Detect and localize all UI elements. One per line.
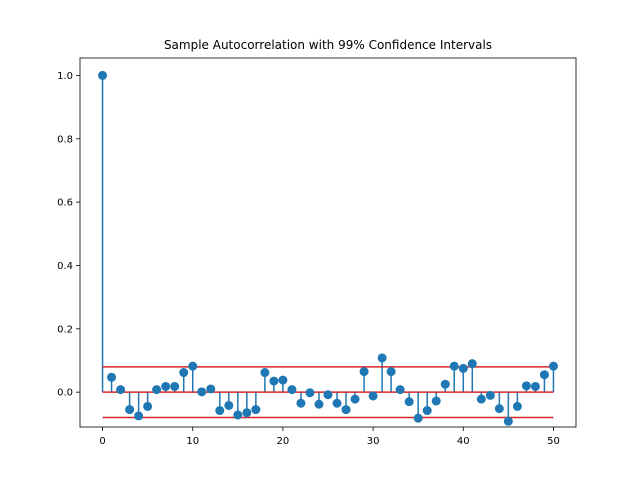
data-point [467, 359, 477, 369]
data-point [233, 410, 243, 420]
axes-frame [79, 57, 577, 428]
plot-area: 0 10 20 30 40 50 0.0 0.2 0.4 0.6 0.8 1.0 [57, 57, 577, 447]
data-point [539, 370, 549, 380]
x-tick-label: 10 [186, 436, 199, 447]
data-point [377, 353, 387, 363]
y-tick-label: 0.0 [57, 388, 73, 399]
data-point [440, 379, 450, 389]
data-point [188, 361, 198, 371]
x-tick-label: 20 [277, 436, 290, 447]
data-point [269, 376, 279, 386]
data-point [314, 399, 324, 409]
data-point [476, 394, 486, 404]
data-point [278, 375, 288, 385]
x-tick-label: 40 [457, 436, 470, 447]
data-point [413, 413, 423, 423]
y-tick-label: 0.4 [57, 261, 73, 272]
y-tick-label: 1.0 [57, 71, 73, 82]
data-point [152, 385, 162, 395]
data-point [521, 381, 531, 391]
data-point [332, 398, 342, 408]
data-point [134, 411, 144, 421]
data-point [368, 391, 378, 401]
data-point [206, 384, 216, 394]
data-point [548, 361, 558, 371]
data-point [341, 405, 351, 415]
data-point [422, 406, 432, 416]
data-point [530, 381, 540, 391]
data-point [125, 405, 135, 415]
data-point [161, 381, 171, 391]
data-point [224, 400, 234, 410]
data-point [503, 416, 513, 426]
chart-title: Sample Autocorrelation with 99% Confiden… [164, 38, 492, 52]
data-point [305, 388, 315, 398]
data-point [395, 385, 405, 395]
data-point [359, 367, 369, 377]
y-tick-label: 0.2 [57, 324, 73, 335]
data-point [143, 401, 153, 411]
data-point [107, 372, 117, 382]
data-point [116, 385, 126, 395]
y-tick-label: 0.8 [57, 134, 73, 145]
data-point [296, 398, 306, 408]
data-point [323, 390, 333, 400]
data-point [485, 390, 495, 400]
data-point [287, 385, 297, 395]
data-point [260, 368, 270, 378]
y-tick-label: 0.6 [57, 198, 73, 209]
data-point [404, 397, 414, 407]
x-tick-label: 50 [547, 436, 560, 447]
data-point [458, 363, 468, 373]
data-point [512, 401, 522, 411]
data-point [179, 368, 189, 378]
data-point [215, 406, 225, 416]
data-point [350, 394, 360, 404]
data-point [242, 408, 252, 418]
data-point [431, 396, 441, 406]
data-point [449, 361, 459, 371]
data-point [494, 404, 504, 414]
data-point [170, 381, 180, 391]
x-tick-label: 30 [367, 436, 380, 447]
data-point [386, 367, 396, 377]
data-point [98, 70, 108, 80]
x-tick-label: 0 [99, 436, 105, 447]
data-point [251, 405, 261, 415]
data-point [197, 387, 207, 397]
